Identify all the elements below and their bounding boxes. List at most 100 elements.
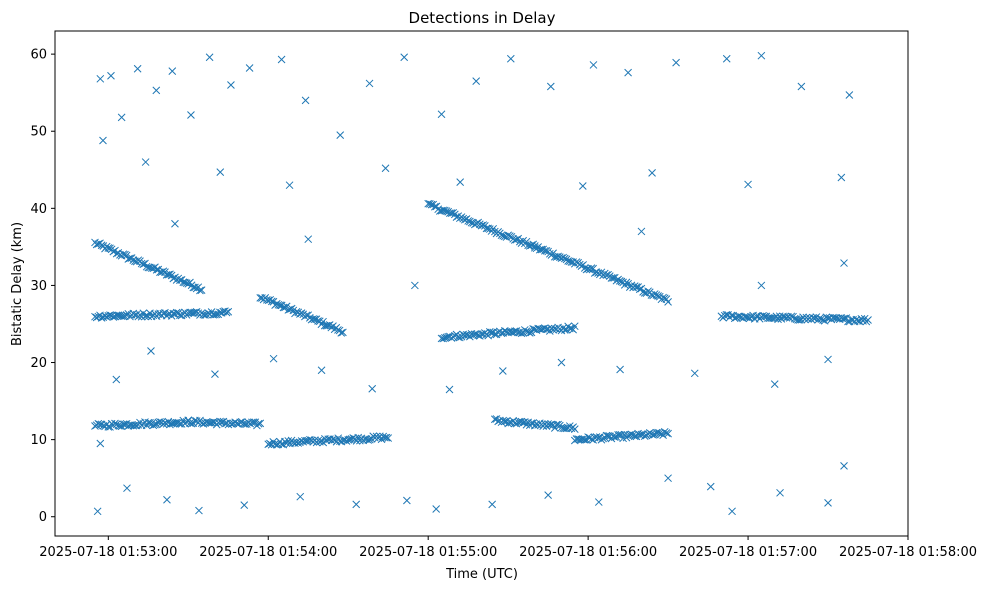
data-point — [632, 283, 641, 291]
y-tick-label: 50 — [30, 125, 47, 140]
data-point — [609, 432, 617, 441]
data-point — [637, 227, 646, 236]
data-point — [498, 367, 507, 375]
data-point — [205, 53, 214, 62]
data-point — [187, 111, 195, 119]
data-point — [490, 415, 499, 424]
x-axis-label: Time (UTC) — [445, 567, 518, 582]
data-point — [96, 439, 105, 448]
data-point — [352, 500, 361, 509]
data-point — [664, 429, 672, 438]
data-point — [207, 418, 216, 427]
data-point — [432, 505, 441, 513]
data-point — [445, 385, 454, 394]
data-point — [195, 506, 203, 515]
data-point — [117, 312, 126, 321]
data-point — [211, 310, 219, 319]
data-point — [506, 54, 515, 63]
x-tick-label: 2025-07-18 01:54:00 — [199, 545, 337, 560]
data-point — [437, 334, 446, 343]
data-point — [648, 169, 656, 177]
data-point — [652, 428, 661, 437]
data-point — [276, 301, 284, 310]
data-point — [131, 421, 139, 430]
data-point — [147, 347, 155, 355]
data-point — [154, 418, 163, 427]
data-point — [578, 182, 587, 190]
data-point — [776, 488, 784, 497]
data-point — [488, 500, 497, 509]
data-point — [197, 419, 206, 427]
data-point — [91, 422, 99, 430]
data-point — [787, 312, 796, 321]
data-point — [560, 254, 569, 263]
data-point — [570, 322, 579, 331]
data-point — [304, 235, 313, 244]
data-point — [381, 433, 389, 442]
data-point — [690, 369, 699, 378]
data-point — [123, 484, 131, 493]
data-point — [560, 424, 569, 433]
data-point — [840, 461, 848, 470]
data-point — [99, 136, 107, 145]
data-point — [294, 439, 303, 447]
data-point — [197, 286, 206, 294]
data-point — [271, 440, 279, 448]
data-point — [662, 429, 671, 437]
data-point — [400, 53, 409, 62]
data-point — [263, 295, 271, 304]
data-point — [292, 307, 301, 316]
data-point — [837, 173, 846, 182]
data-point — [635, 430, 644, 439]
data-point — [497, 329, 506, 338]
data-point — [635, 285, 644, 294]
data-point — [570, 425, 579, 433]
data-point — [572, 258, 581, 266]
data-point — [845, 91, 854, 99]
data-point — [104, 312, 113, 320]
data-point — [485, 327, 494, 336]
data-point — [368, 384, 377, 393]
data-point — [830, 314, 839, 322]
data-point — [610, 433, 619, 441]
data-point — [277, 55, 286, 64]
data-point — [119, 420, 128, 429]
data-point — [472, 77, 481, 85]
data-point — [442, 207, 451, 215]
data-point — [107, 71, 115, 80]
data-point — [590, 269, 599, 277]
y-axis: 0 10 20 30 40 50 60 — [30, 48, 55, 525]
data-point — [427, 200, 436, 209]
data-point — [212, 310, 221, 319]
data-point — [437, 110, 446, 119]
x-tick-label: 2025-07-18 01:55:00 — [359, 545, 497, 560]
data-point — [274, 300, 283, 309]
data-point — [767, 314, 776, 322]
data-point — [222, 308, 231, 317]
data-point — [552, 253, 561, 261]
data-point — [824, 498, 832, 507]
data-point — [216, 417, 224, 426]
data-point — [517, 417, 526, 426]
data-point — [269, 354, 278, 363]
data-point — [93, 507, 102, 516]
data-point — [196, 286, 204, 295]
data-point — [640, 432, 649, 440]
data-point — [156, 417, 164, 426]
data-point — [624, 68, 632, 77]
data-point — [445, 209, 454, 217]
data-point — [757, 51, 766, 60]
data-point — [584, 433, 592, 441]
data-point — [649, 431, 657, 439]
data-point — [152, 86, 161, 95]
data-point — [199, 310, 208, 319]
data-point — [337, 329, 346, 337]
data-point — [535, 325, 544, 333]
data-point — [163, 495, 171, 504]
data-point — [254, 419, 263, 428]
data-point — [557, 358, 566, 367]
data-point — [112, 375, 121, 384]
data-point — [602, 431, 611, 440]
data-point — [672, 58, 680, 67]
